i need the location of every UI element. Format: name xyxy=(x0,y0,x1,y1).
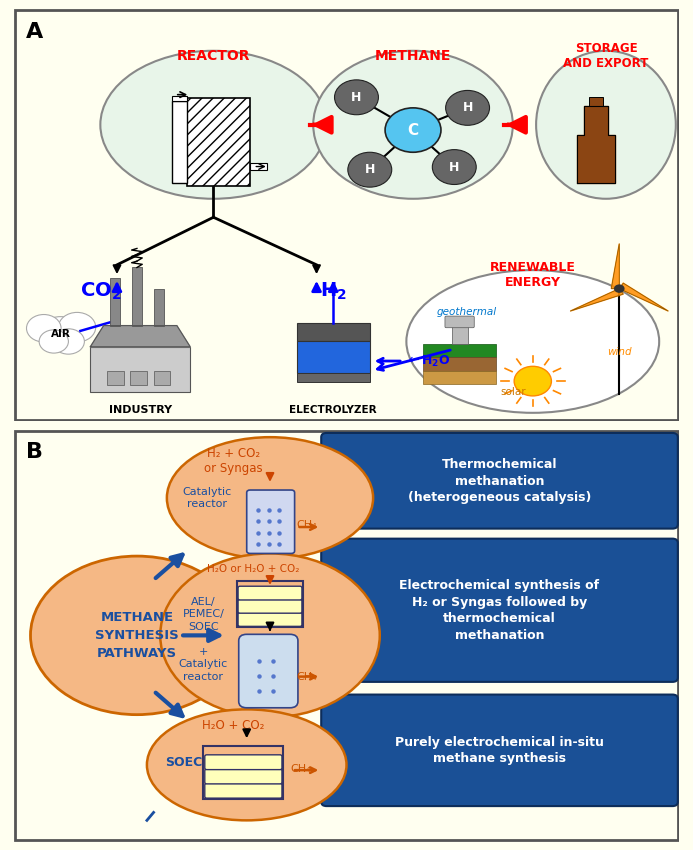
Ellipse shape xyxy=(147,710,346,820)
Polygon shape xyxy=(570,289,623,311)
FancyBboxPatch shape xyxy=(238,599,302,613)
Text: Thermochemical
methanation
(heterogeneous catalysis): Thermochemical methanation (heterogeneou… xyxy=(407,458,591,504)
Bar xyxy=(204,746,283,799)
FancyBboxPatch shape xyxy=(322,539,678,682)
Bar xyxy=(172,96,187,101)
Text: METHANE: METHANE xyxy=(375,49,451,63)
FancyBboxPatch shape xyxy=(15,10,678,420)
Circle shape xyxy=(348,152,392,187)
Bar xyxy=(90,347,190,392)
Bar xyxy=(423,357,496,371)
Text: H: H xyxy=(365,163,375,176)
FancyBboxPatch shape xyxy=(238,613,302,626)
Ellipse shape xyxy=(536,51,676,199)
Bar xyxy=(297,372,370,382)
Text: $\mathbf{H_2}$: $\mathbf{H_2}$ xyxy=(319,280,346,302)
Polygon shape xyxy=(611,244,620,289)
FancyBboxPatch shape xyxy=(445,316,474,328)
FancyBboxPatch shape xyxy=(205,769,282,784)
Polygon shape xyxy=(577,106,615,183)
Bar xyxy=(132,268,142,326)
FancyBboxPatch shape xyxy=(15,431,678,841)
Bar xyxy=(250,163,267,170)
Text: RENEWABLE
ENERGY: RENEWABLE ENERGY xyxy=(490,262,576,289)
Circle shape xyxy=(39,330,69,353)
Bar xyxy=(423,371,496,383)
FancyBboxPatch shape xyxy=(322,433,678,529)
Text: H: H xyxy=(351,91,362,104)
FancyBboxPatch shape xyxy=(238,586,302,600)
Text: wind: wind xyxy=(607,347,631,357)
FancyBboxPatch shape xyxy=(247,490,295,553)
Text: SOEC: SOEC xyxy=(165,756,202,768)
Ellipse shape xyxy=(100,51,326,199)
Text: H₂O + CO₂: H₂O + CO₂ xyxy=(202,719,265,732)
Polygon shape xyxy=(90,326,190,347)
Circle shape xyxy=(432,150,476,184)
FancyBboxPatch shape xyxy=(205,755,282,769)
Bar xyxy=(237,581,304,627)
Text: H: H xyxy=(449,161,459,173)
Bar xyxy=(130,371,147,385)
Ellipse shape xyxy=(30,556,243,715)
Bar xyxy=(187,99,250,185)
Bar xyxy=(297,323,370,342)
Bar xyxy=(172,101,187,183)
FancyBboxPatch shape xyxy=(322,694,678,806)
Text: METHANE
SYNTHESIS
PATHWAYS: METHANE SYNTHESIS PATHWAYS xyxy=(95,611,179,660)
Text: solar: solar xyxy=(500,387,525,397)
Ellipse shape xyxy=(160,553,380,717)
Polygon shape xyxy=(620,283,668,311)
Circle shape xyxy=(446,90,489,125)
Circle shape xyxy=(39,317,82,350)
Text: C: C xyxy=(407,122,419,138)
FancyBboxPatch shape xyxy=(205,784,282,798)
Text: AIR: AIR xyxy=(51,329,71,338)
Text: $\mathbf{CO_2}$: $\mathbf{CO_2}$ xyxy=(80,280,121,302)
Text: $\leftarrow \mathbf{H_2O}$: $\leftarrow \mathbf{H_2O}$ xyxy=(406,354,450,369)
Text: Purely electrochemical in-situ
methane synthesis: Purely electrochemical in-situ methane s… xyxy=(395,736,604,765)
Text: REACTOR: REACTOR xyxy=(177,49,250,63)
FancyBboxPatch shape xyxy=(238,634,298,708)
Text: B: B xyxy=(26,443,43,462)
Text: CH₄: CH₄ xyxy=(297,520,317,530)
Bar xyxy=(107,371,123,385)
Circle shape xyxy=(53,329,85,354)
Ellipse shape xyxy=(167,437,373,558)
Text: CH₄: CH₄ xyxy=(290,763,310,774)
Circle shape xyxy=(385,108,441,152)
Bar xyxy=(589,97,603,106)
Text: H₂ + CO₂
or Syngas: H₂ + CO₂ or Syngas xyxy=(204,447,263,475)
Text: STORAGE
AND EXPORT: STORAGE AND EXPORT xyxy=(563,42,649,70)
Circle shape xyxy=(26,314,61,342)
Bar xyxy=(423,344,496,357)
Text: ELECTROLYZER: ELECTROLYZER xyxy=(290,405,377,415)
Text: INDUSTRY: INDUSTRY xyxy=(109,405,172,415)
Text: +
Catalytic
reactor: + Catalytic reactor xyxy=(179,647,228,682)
Bar xyxy=(154,371,170,385)
Ellipse shape xyxy=(313,51,513,199)
Text: AEL/
PEMEC/
SOEC: AEL/ PEMEC/ SOEC xyxy=(182,597,225,632)
Text: Catalytic
reactor: Catalytic reactor xyxy=(182,487,231,509)
Text: H: H xyxy=(462,101,473,115)
Circle shape xyxy=(58,313,96,342)
Text: geothermal: geothermal xyxy=(436,308,496,317)
Circle shape xyxy=(514,366,552,396)
Circle shape xyxy=(335,80,378,115)
Bar xyxy=(452,323,468,344)
Bar xyxy=(297,342,370,373)
Circle shape xyxy=(614,285,624,293)
Bar xyxy=(109,278,121,326)
Text: CH₄: CH₄ xyxy=(297,672,317,682)
Bar xyxy=(154,289,164,326)
Text: Electrochemical synthesis of
H₂ or Syngas followed by
thermochemical
methanation: Electrochemical synthesis of H₂ or Synga… xyxy=(399,580,599,642)
Ellipse shape xyxy=(406,270,659,413)
Text: A: A xyxy=(26,22,43,42)
Text: H₂O or H₂O + CO₂: H₂O or H₂O + CO₂ xyxy=(207,564,299,575)
